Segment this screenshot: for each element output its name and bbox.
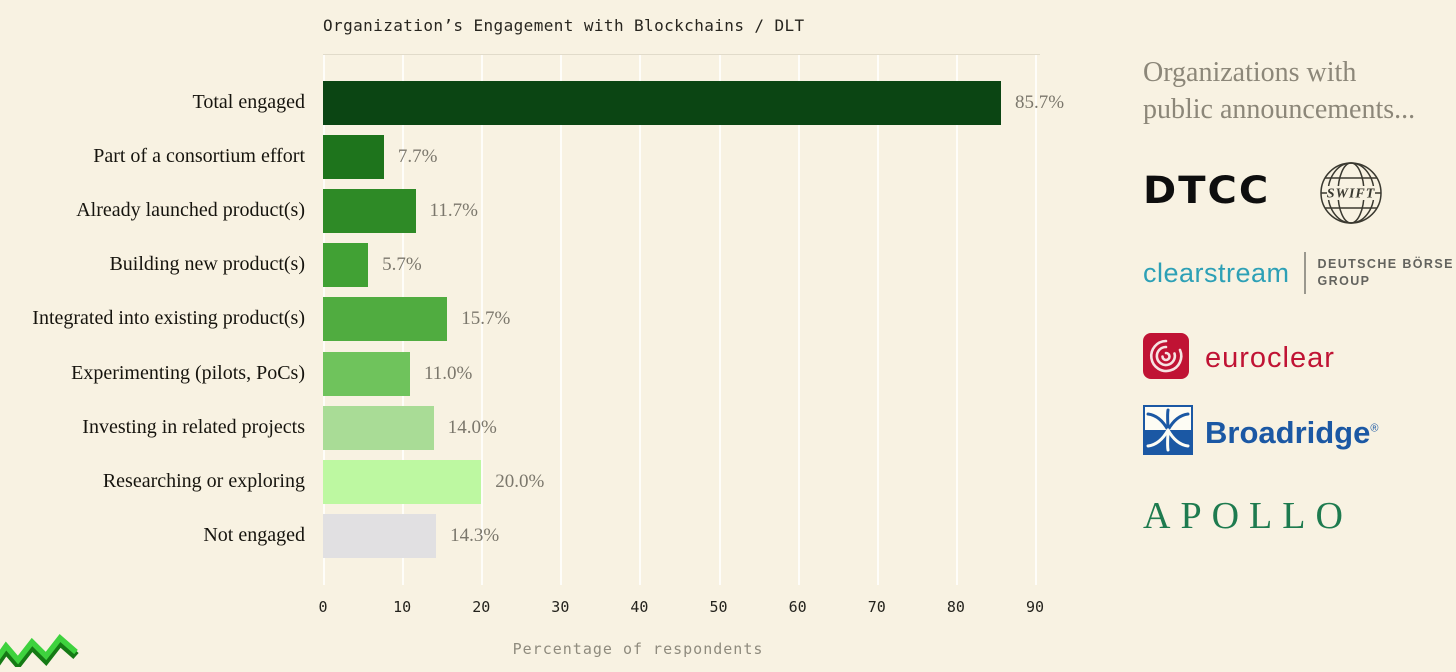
bar-3 bbox=[323, 189, 416, 234]
corner-zigzag-decoration bbox=[0, 633, 92, 672]
category-label: Total engaged bbox=[192, 91, 305, 113]
bar-1 bbox=[323, 81, 1001, 125]
value-label: 85.7% bbox=[1014, 92, 1065, 113]
category-label: Integrated into existing product(s) bbox=[32, 307, 305, 330]
gridline bbox=[481, 55, 484, 585]
x-axis-ticks: 0 10 20 30 40 50 60 70 80 90 bbox=[318, 598, 1044, 620]
x-tick-label: 50 bbox=[709, 598, 728, 616]
x-tick-label: 30 bbox=[551, 598, 570, 616]
side-heading-line1: Organizations with bbox=[1143, 57, 1357, 88]
clearstream-logo-text: clearstream bbox=[1143, 257, 1290, 288]
category-label: Already launched product(s) bbox=[76, 199, 305, 222]
value-label: 14.0% bbox=[447, 416, 497, 438]
gridline bbox=[560, 55, 563, 585]
bar-7 bbox=[323, 405, 434, 450]
value-label: 5.7% bbox=[382, 254, 422, 276]
broadridge-tree-icon bbox=[1143, 405, 1193, 460]
x-tick-label: 40 bbox=[630, 598, 649, 616]
gridline bbox=[955, 55, 958, 585]
dtcc-logo: DTCC bbox=[1143, 169, 1271, 213]
deutsche-boerse-group-text: DEUTSCHE BÖRSE GROUP bbox=[1318, 256, 1454, 290]
bar-9 bbox=[323, 513, 437, 558]
euroclear-logo: euroclear bbox=[1143, 333, 1335, 384]
bar-2 bbox=[323, 135, 384, 180]
side-heading-line2: public announcements... bbox=[1143, 94, 1416, 125]
clearstream-logo: clearstream DEUTSCHE BÖRSE GROUP bbox=[1143, 252, 1454, 294]
x-tick-label: 20 bbox=[472, 598, 491, 616]
category-label: Not engaged bbox=[203, 523, 305, 546]
category-label: Experimenting (pilots, PoCs) bbox=[71, 361, 305, 384]
x-tick-label: 80 bbox=[946, 598, 965, 616]
category-label: Building new product(s) bbox=[109, 253, 305, 276]
value-label: 15.7% bbox=[461, 308, 511, 330]
gridline bbox=[718, 55, 721, 585]
broadridge-logo-text: Broadridge® bbox=[1205, 415, 1378, 451]
category-labels: Total engaged Part of a consortium effort… bbox=[0, 54, 305, 585]
euroclear-logo-text: euroclear bbox=[1205, 342, 1335, 374]
side-panel-heading: Organizations with public announcements.… bbox=[1143, 54, 1456, 128]
bar-8 bbox=[323, 459, 482, 504]
category-label: Researching or exploring bbox=[102, 469, 305, 492]
x-tick-label: 0 bbox=[318, 598, 328, 616]
gridline bbox=[797, 55, 800, 585]
category-label: Part of a consortium effort bbox=[93, 145, 305, 168]
broadridge-wordmark: Broadridge bbox=[1205, 414, 1371, 450]
chart-title: Organization’s Engagement with Blockchai… bbox=[323, 16, 805, 35]
broadridge-logo: Broadridge® bbox=[1143, 405, 1378, 460]
x-tick-label: 70 bbox=[867, 598, 886, 616]
bar-5 bbox=[323, 297, 448, 342]
dbg-line2: GROUP bbox=[1317, 274, 1371, 288]
bar-6 bbox=[323, 351, 411, 396]
value-label: 11.0% bbox=[424, 362, 473, 384]
x-tick-label: 60 bbox=[788, 598, 807, 616]
swift-logo-text: SWIFT bbox=[1327, 187, 1376, 202]
value-label: 14.3% bbox=[450, 524, 500, 546]
category-label: Investing in related projects bbox=[82, 415, 305, 438]
swift-globe-icon: SWIFT bbox=[1318, 160, 1384, 231]
value-label: 20.0% bbox=[495, 470, 545, 492]
clearstream-divider bbox=[1303, 252, 1306, 294]
gridline bbox=[639, 55, 642, 585]
x-tick-label: 10 bbox=[393, 598, 412, 616]
x-tick-label: 90 bbox=[1025, 598, 1045, 616]
bar-4 bbox=[323, 243, 369, 288]
euroclear-swirl-icon bbox=[1143, 333, 1189, 384]
registered-mark: ® bbox=[1370, 422, 1379, 435]
gridline bbox=[876, 55, 879, 585]
apollo-logo: APOLLO bbox=[1143, 495, 1353, 537]
x-axis-label: Percentage of respondents bbox=[512, 640, 764, 658]
value-label: 11.7% bbox=[429, 200, 478, 222]
value-label: 7.7% bbox=[397, 146, 438, 168]
dbg-line1: DEUTSCHE BÖRSE bbox=[1317, 257, 1454, 271]
plot-area: 85.7% 7.7% 11.7% 5.7% 15.7% 11.0% 14.0% 20.0% 14… bbox=[323, 54, 1064, 585]
gridline bbox=[1035, 55, 1037, 585]
